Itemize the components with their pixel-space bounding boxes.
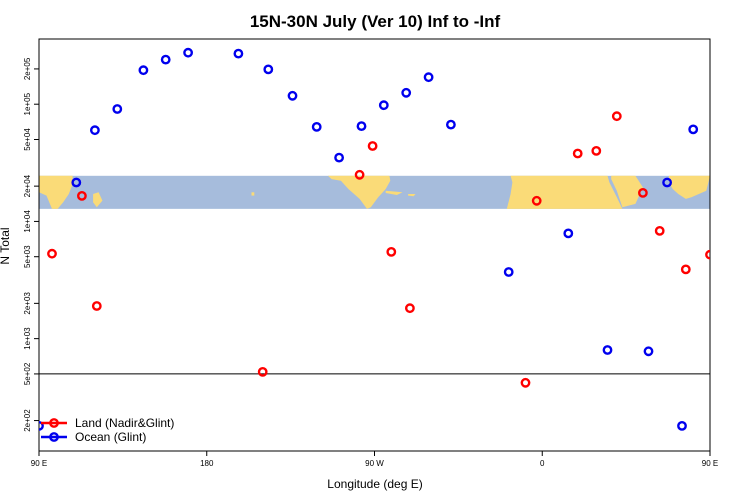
legend-ocean-marker <box>49 432 59 442</box>
ocean-point <box>662 177 672 188</box>
land-north-africa <box>506 175 623 209</box>
land-asia-east <box>710 176 744 209</box>
x-tick-label: 90 E <box>702 459 718 468</box>
land-point <box>638 187 648 198</box>
ocean-point <box>712 105 719 112</box>
x-tick-label: 0 <box>540 459 545 468</box>
series-ocean <box>39 47 741 431</box>
ocean-point <box>401 87 412 98</box>
y-tick-label: 5e+03 <box>23 245 32 268</box>
ocean-point <box>287 90 298 101</box>
land-point <box>386 246 397 257</box>
x-axis-label: Longitude (deg E) <box>327 477 422 491</box>
ocean-point <box>677 420 687 431</box>
x-tick-label: 90 E <box>31 459 47 468</box>
ocean-point <box>423 72 434 83</box>
y-tick-label: 2e+03 <box>23 292 32 315</box>
ocean-point <box>183 47 194 58</box>
legend-item-ocean: Ocean (Glint) <box>41 430 146 444</box>
plot-frame <box>38 38 711 452</box>
land-hawaii <box>251 192 255 196</box>
ocean-point <box>688 124 699 135</box>
land-point <box>654 225 665 236</box>
series-land <box>47 111 749 388</box>
land-asia-west <box>39 175 73 209</box>
y-axis: 2e+02 5e+02 1e+03 2e+03 5e+03 1e+04 2e+04 5e+04… <box>23 57 39 432</box>
x-tick-label: 180 <box>200 459 214 468</box>
land-hispaniola <box>408 194 416 197</box>
land-point <box>404 303 415 314</box>
ocean-point <box>734 67 741 74</box>
legend-ocean-label: Ocean (Glint) <box>75 430 146 444</box>
land-point <box>531 195 542 206</box>
ocean-point <box>563 228 574 239</box>
legend-land-marker <box>49 418 59 428</box>
land-point <box>742 303 749 310</box>
y-tick-label: 5e+02 <box>23 362 32 385</box>
land-north-america <box>327 175 391 209</box>
land-india <box>669 175 710 199</box>
land-point <box>611 111 622 122</box>
ocean-point <box>263 64 274 75</box>
ocean-point <box>334 152 344 163</box>
ocean-point <box>160 54 171 65</box>
land-point <box>572 148 583 159</box>
land-arabia <box>611 175 643 208</box>
ocean-point <box>602 345 613 355</box>
land-point <box>591 145 602 156</box>
legend-item-land: Land (Nadir&Glint) <box>41 416 174 430</box>
map-land <box>39 175 744 209</box>
y-tick-label: 1e+04 <box>23 210 32 233</box>
ocean-point <box>643 346 654 357</box>
land-point <box>680 264 691 275</box>
land-point <box>91 301 102 311</box>
land-point <box>47 248 57 259</box>
land-point <box>354 169 365 180</box>
ocean-point <box>71 177 82 188</box>
ocean-point <box>138 65 149 76</box>
chart-title: 15N-30N July (Ver 10) Inf to -Inf <box>250 12 501 31</box>
y-tick-label: 1e+03 <box>23 327 32 350</box>
y-tick-label: 2e+04 <box>23 174 32 197</box>
land-point <box>257 366 268 377</box>
land-point <box>367 141 378 151</box>
legend: Land (Nadir&Glint) Ocean (Glint) <box>41 416 174 444</box>
world-map-band <box>39 175 744 209</box>
land-philippines <box>93 192 103 208</box>
ocean-point <box>90 125 100 136</box>
ocean-point <box>445 119 456 130</box>
y-tick-label: 2e+05 <box>23 57 32 80</box>
ocean-point <box>39 421 44 431</box>
land-point <box>520 377 531 388</box>
legend-land-label: Land (Nadir&Glint) <box>75 416 174 430</box>
y-tick-label: 1e+05 <box>23 92 32 115</box>
y-axis-label: N Total <box>0 227 12 264</box>
land-cuba <box>385 190 403 195</box>
y-tick-label: 2e+02 <box>23 409 32 432</box>
x-tick-label: 90 W <box>365 459 384 468</box>
ocean-point <box>356 121 367 132</box>
x-axis: 90 E 180 90 W 0 90 E <box>31 451 718 468</box>
ocean-point <box>378 100 389 111</box>
ocean-point <box>233 48 244 59</box>
y-tick-label: 5e+04 <box>23 128 32 151</box>
ocean-point <box>503 267 514 277</box>
ocean-point <box>311 122 322 132</box>
ocean-point <box>112 104 123 114</box>
land-point <box>705 249 710 260</box>
land-point <box>77 190 87 201</box>
